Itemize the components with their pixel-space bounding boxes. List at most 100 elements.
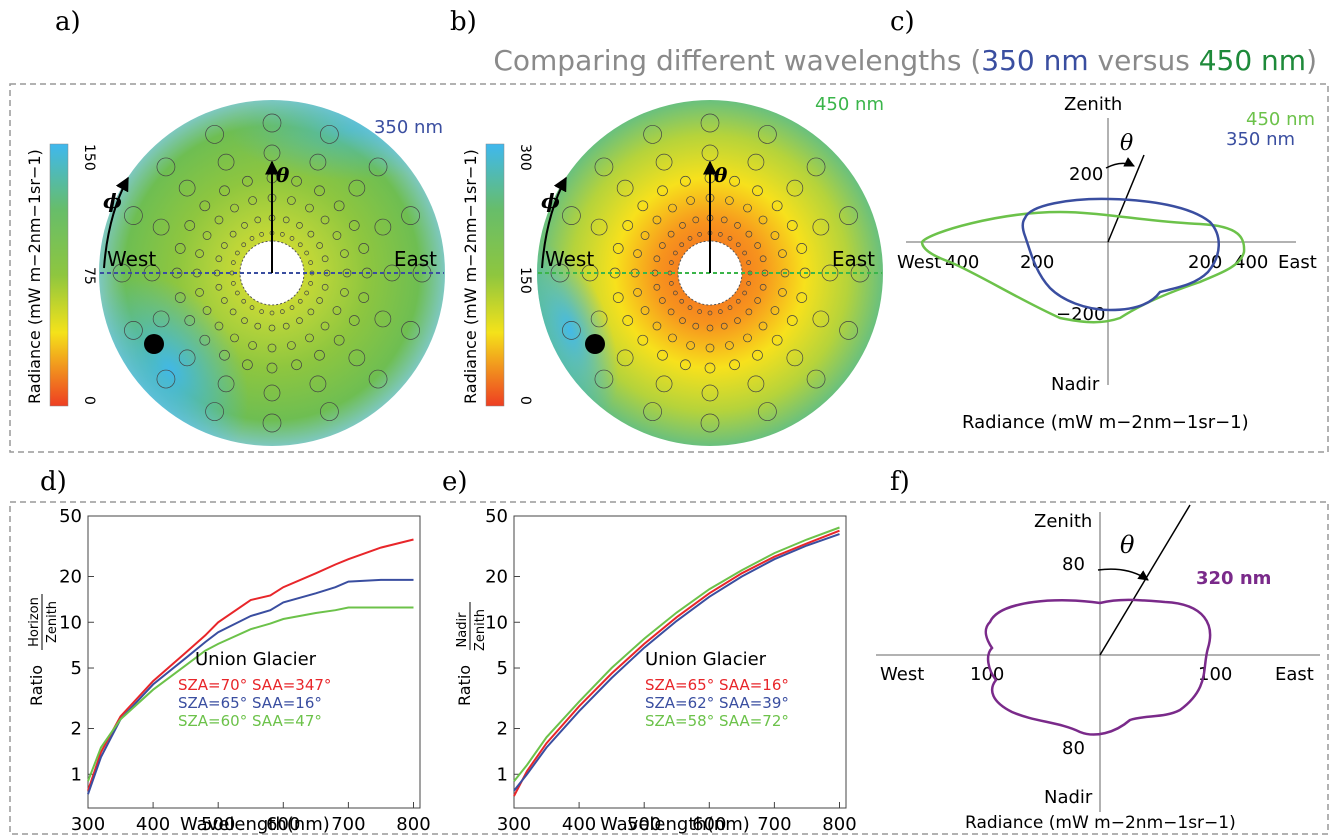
sample-marker — [686, 196, 695, 205]
y-tick-label: 10 — [485, 612, 508, 633]
sample-marker — [248, 341, 257, 350]
colorbar-tick-150b: 150 — [517, 267, 533, 294]
e-legend-green: SZA=58° SAA=72° — [645, 712, 789, 730]
sample-marker — [747, 153, 765, 171]
c-east-label: East — [1278, 252, 1317, 273]
sample-marker — [289, 305, 295, 310]
sample-marker — [280, 309, 285, 314]
sample-marker — [655, 375, 673, 393]
sample-marker — [786, 349, 804, 367]
sample-marker — [786, 179, 804, 197]
e-series-lines — [513, 526, 840, 797]
sample-marker — [718, 232, 723, 237]
sample-marker — [668, 203, 677, 213]
series-line-2 — [87, 606, 414, 782]
sample-marker — [241, 317, 248, 324]
sample-marker — [679, 222, 686, 229]
f-theta-label: θ — [1120, 531, 1135, 559]
x-tick-label: 400 — [562, 814, 596, 835]
y-tick-label: 5 — [497, 658, 508, 679]
series-line-1 — [513, 533, 840, 792]
sample-marker — [700, 113, 720, 133]
c-tick-east-200: 200 — [1188, 252, 1222, 273]
sample-marker — [205, 125, 224, 144]
y-tick-label: 20 — [485, 566, 508, 587]
sample-marker — [643, 402, 662, 421]
sample-marker — [321, 283, 329, 291]
sample-marker — [230, 333, 239, 343]
sample-marker — [368, 157, 388, 177]
d-plot-frame — [87, 515, 421, 809]
sample-marker — [725, 341, 734, 350]
sample-marker — [215, 255, 223, 263]
sample-marker — [718, 309, 723, 314]
sample-marker — [667, 308, 675, 316]
svg-text:Nadir: Nadir — [455, 612, 470, 648]
sample-marker — [178, 349, 196, 367]
sample-marker — [269, 310, 275, 316]
wavelength-label-350: 350 nm — [374, 117, 443, 138]
sample-marker — [612, 243, 624, 254]
sample-marker — [806, 369, 826, 389]
sample-marker — [374, 218, 392, 236]
sample-marker — [401, 206, 420, 225]
sample-marker — [668, 333, 677, 343]
map-panel-350: 150 75 0 Radiance (mW m−2nm−1sr−1) θ ϕ W… — [25, 100, 445, 446]
sample-marker — [707, 310, 713, 316]
f-tick-down-80: 80 — [1062, 738, 1085, 759]
sample-marker — [692, 216, 700, 224]
svg-text:Ratio: Ratio — [27, 665, 46, 706]
sample-marker — [758, 215, 768, 225]
sample-marker — [152, 218, 170, 236]
sample-marker — [735, 298, 741, 304]
panel-label-d: d) — [40, 467, 67, 497]
sample-marker — [358, 243, 370, 254]
line-chart-e: 300 400 500 600 700 800 1 2 5 10 20 50 Union Glacie… — [455, 506, 857, 835]
sample-marker — [778, 288, 787, 297]
sample-marker — [720, 322, 728, 330]
sample-marker — [735, 242, 741, 248]
e-plot-frame — [513, 515, 847, 809]
sample-marker — [249, 305, 255, 310]
sample-marker — [673, 290, 678, 296]
west-label-450: West — [545, 247, 594, 271]
sample-marker — [305, 333, 314, 343]
sample-marker — [839, 321, 858, 340]
sample-marker — [786, 315, 798, 326]
sample-marker — [184, 315, 196, 326]
c-west-label: West — [897, 252, 941, 273]
sample-marker — [770, 306, 780, 315]
sample-marker — [241, 298, 247, 304]
c-series-450nm — [920, 210, 1246, 324]
sample-marker — [692, 322, 700, 330]
c-xlabel: Radiance (mW m−2nm−1sr−1) — [962, 412, 1249, 433]
svg-text:Zenith: Zenith — [473, 609, 488, 651]
sample-marker — [254, 216, 262, 224]
sample-marker — [758, 125, 777, 144]
sample-marker — [229, 230, 237, 238]
sample-marker — [562, 321, 581, 340]
sample-marker — [812, 218, 830, 236]
sample-marker — [316, 297, 323, 304]
d-ylabel: Ratio Horizon Zenith — [27, 594, 60, 706]
sample-marker — [652, 321, 662, 331]
theta-label-450: θ — [714, 163, 728, 187]
sample-marker — [305, 203, 314, 213]
sample-marker — [754, 242, 761, 249]
sample-marker — [839, 206, 858, 225]
x-tick-label: 700 — [757, 814, 791, 835]
sample-marker — [679, 298, 685, 304]
east-label-350: East — [394, 247, 437, 271]
wavelength-label-450: 450 nm — [815, 94, 884, 115]
sample-marker — [340, 288, 349, 297]
sample-marker — [368, 369, 388, 389]
sample-marker — [745, 230, 753, 238]
x-tick-label: 300 — [497, 814, 531, 835]
sample-marker — [320, 215, 330, 225]
sample-marker — [806, 157, 826, 177]
sample-marker — [778, 249, 787, 258]
sample-marker — [796, 292, 808, 303]
sample-marker — [205, 402, 224, 421]
sample-marker — [217, 375, 235, 393]
